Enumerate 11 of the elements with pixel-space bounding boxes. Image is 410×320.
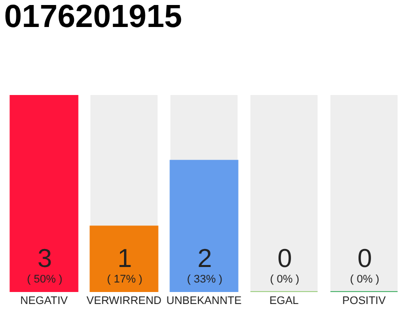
chart-title: 0176201915 bbox=[4, 0, 182, 34]
data-label: 3 ( 50% ) bbox=[27, 243, 62, 286]
data-label: 2 ( 33% ) bbox=[187, 243, 222, 286]
data-label: 1 ( 17% ) bbox=[107, 243, 142, 286]
x-tick-label: UNBEKANNTE bbox=[166, 295, 242, 307]
x-tick-label: POSITIV bbox=[342, 295, 386, 307]
x-tick-label: VERWIRREND bbox=[86, 295, 162, 307]
data-label: 0 ( 0% ) bbox=[350, 243, 380, 286]
x-tick-label: NEGATIV bbox=[20, 295, 68, 307]
data-label: 0 ( 0% ) bbox=[270, 243, 300, 286]
x-tick-label: EGAL bbox=[269, 295, 299, 307]
